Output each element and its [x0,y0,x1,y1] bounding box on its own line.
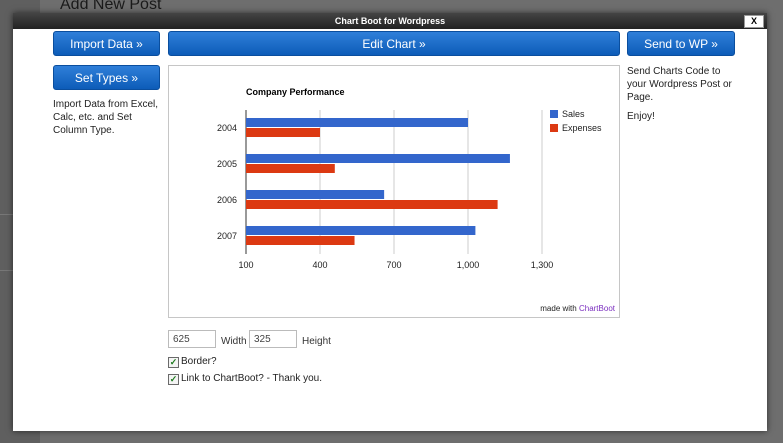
import-help-text: Import Data from Excel, Calc, etc. and S… [53,99,159,136]
chartboot-link[interactable]: ChartBoot [578,304,615,313]
divider [0,270,13,271]
legend-swatch [550,124,558,132]
bar-sales [246,190,385,199]
width-input[interactable]: 625 [168,330,216,348]
send-to-wp-button[interactable]: Send to WP » [627,31,735,56]
y-tick-label: 2006 [217,195,237,205]
x-tick-label: 700 [386,260,401,270]
edit-chart-button[interactable]: Edit Chart » [168,31,620,56]
modal-titlebar: Chart Boot for Wordpress [13,13,767,29]
width-label: Width [221,336,247,347]
bar-expenses [246,200,498,209]
bar-sales [246,118,468,127]
height-label: Height [302,336,331,347]
made-with-text: made with [540,304,577,313]
bar-expenses [246,236,355,245]
chart-title: Company Performance [246,87,345,97]
close-button[interactable]: X [744,15,764,28]
bar-sales [246,154,510,163]
legend-label: Sales [562,109,585,119]
chart-preview: Company Performance 100 400 700 1,000 1,300 20… [168,65,620,318]
background-page-title: Add New Post [60,0,162,13]
link-checkbox[interactable]: ✓ [168,374,179,385]
bar-expenses [246,128,320,137]
send-help-text: Send Charts Code to your Wordpress Post … [627,66,732,103]
made-with-credit: made with ChartBoot [540,304,615,313]
legend-label: Expenses [562,123,602,133]
x-tick-label: 100 [238,260,253,270]
border-label: Border? [181,356,217,367]
enjoy-text: Enjoy! [627,111,655,122]
bar-expenses [246,164,335,173]
y-tick-label: 2007 [217,231,237,241]
y-tick-label: 2005 [217,159,237,169]
chart-svg: Company Performance 100 400 700 1,000 1,300 20… [217,87,602,270]
legend-swatch [550,110,558,118]
divider [0,214,13,215]
chartboot-modal: Chart Boot for Wordpress X Import Data »… [13,13,767,431]
bar-sales [246,226,476,235]
link-label: Link to ChartBoot? - Thank you. [181,373,323,384]
border-checkbox[interactable]: ✓ [168,357,179,368]
height-input[interactable]: 325 [249,330,297,348]
x-tick-label: 1,300 [531,260,554,270]
import-data-button[interactable]: Import Data » [53,31,160,56]
set-types-button[interactable]: Set Types » [53,65,160,90]
x-tick-label: 400 [312,260,327,270]
modal-title: Chart Boot for Wordpress [334,16,446,26]
x-tick-label: 1,000 [457,260,480,270]
y-tick-label: 2004 [217,123,237,133]
